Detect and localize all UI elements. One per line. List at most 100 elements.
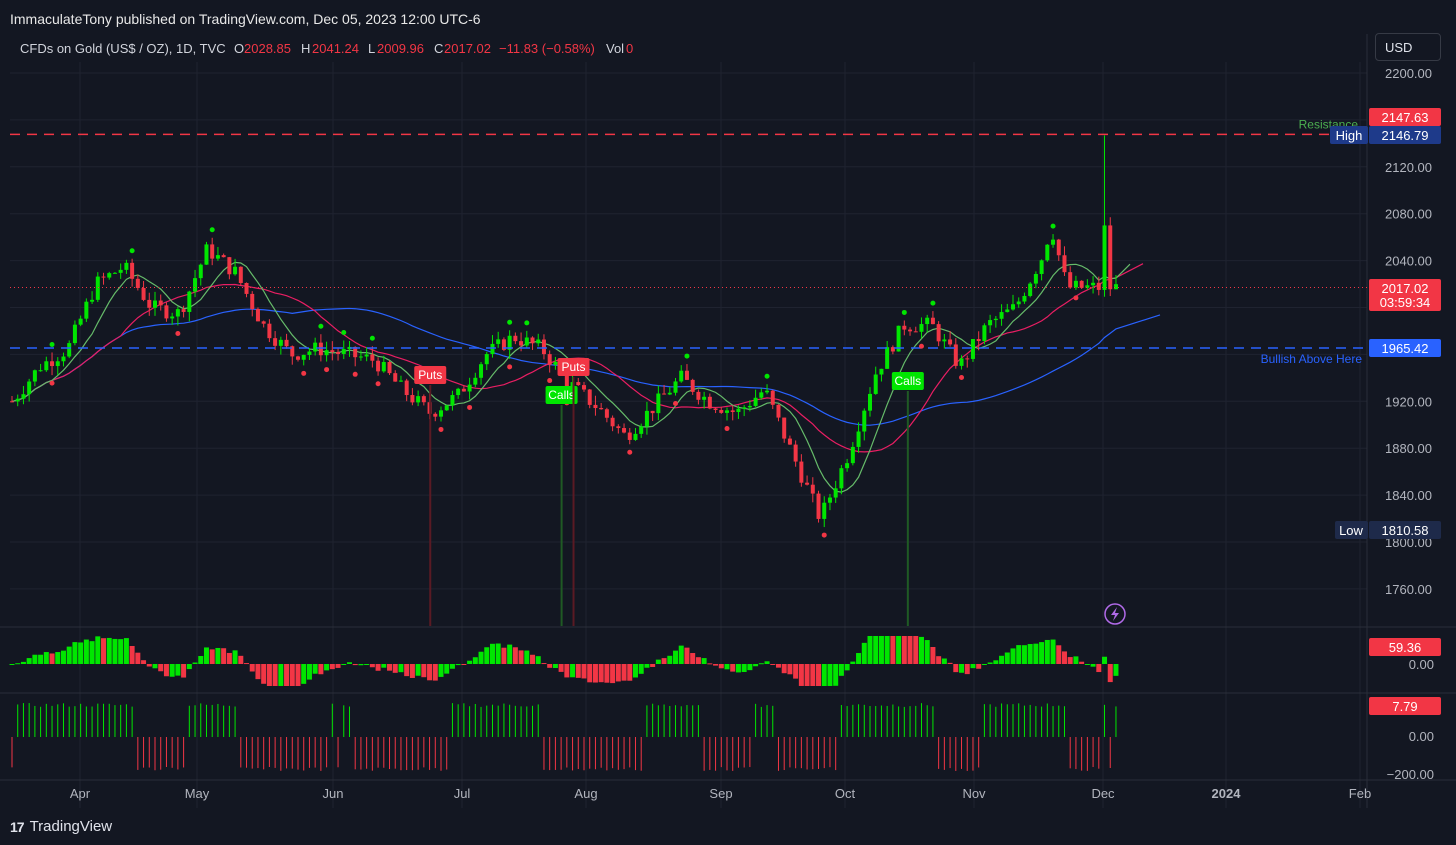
puts-signal [414,366,447,384]
legend-high-label: H [301,41,310,56]
osc1-bar [655,659,661,664]
candle-body [719,409,724,413]
osc1-bar [266,664,272,686]
osc1-bar [844,664,850,671]
osc1-bar [301,664,307,684]
osc1-bar [1033,643,1039,664]
candle-body [255,308,260,322]
last-price-bg [1369,279,1441,311]
price-tick: 1840.00 [1385,488,1432,503]
candle-body [370,354,375,361]
osc1-bar [38,654,44,664]
tradingview-logo-icon: 17 [10,818,25,835]
candle-body [730,410,735,413]
candle-body [633,433,638,440]
osc1-bar [341,664,347,665]
price-tick: 2040.00 [1385,254,1432,269]
candle-body [1051,239,1056,245]
osc1-bar [718,664,724,669]
pivot-high-dot [1050,223,1056,229]
currency-button[interactable]: USD [1375,33,1441,61]
pivot-low-dot [352,371,358,377]
osc1-bar [575,664,581,678]
resistance-price-label-bg [1369,108,1441,126]
osc1-bar [947,662,953,664]
osc1-bar [203,647,209,664]
last-price-label: 2017.02 [1382,281,1429,296]
candle-body [673,381,678,393]
osc1-bar [1044,639,1050,664]
osc1-bar [444,664,450,674]
osc1-bar [261,664,267,684]
osc1-bar [135,652,141,664]
candle-body [198,264,203,279]
candle-body [61,356,66,362]
osc1-bar [833,664,839,686]
price-tick: 1880.00 [1385,441,1432,456]
osc1-bar [123,638,129,664]
osc1-bar [541,663,547,665]
candle-body [95,276,100,300]
osc1-bar [20,661,26,664]
osc1-bar [707,663,713,665]
candle-body [747,405,752,408]
pivot-low-dot [175,330,181,336]
candle-body [707,396,712,409]
candle-body [713,408,718,410]
candle-body [679,370,684,382]
osc1-bar [1061,651,1067,664]
osc1-zero-tick: 0.00 [1409,657,1434,672]
osc1-bar [873,636,879,664]
tradingview-logo[interactable]: 17 TradingView [10,818,112,835]
candle-body [696,391,701,400]
osc1-bar [690,653,696,664]
osc1-bar [661,658,667,664]
pivot-high-dot [524,320,530,326]
candle-body [913,331,918,333]
osc1-bar [1016,645,1022,664]
candle-body [1113,284,1118,290]
candle-body [433,413,438,417]
osc1-bar [1004,652,1010,664]
pivot-high-dot [341,329,347,335]
time-tick: Jun [323,786,344,801]
legend-open: 2028.85 [244,41,291,56]
osc1-bar [101,638,107,664]
candle-body [479,364,484,378]
candle-body [393,373,398,382]
candle-body [244,282,249,294]
legend-high: 2041.24 [312,41,359,56]
osc1-bar [26,658,32,664]
signal-label: Calls [548,388,575,402]
osc1-bar [953,664,959,673]
legend-vol: 0 [626,41,633,56]
osc1-bar [392,664,398,673]
osc1-bar [861,642,867,664]
candle-body [364,354,369,357]
osc1-bar [987,662,993,664]
candle-body [15,398,20,402]
candle-body [330,350,335,353]
candle-body [301,354,306,360]
time-tick: Feb [1349,786,1371,801]
legend-symbol: CFDs on Gold (US$ / OZ), 1D, TVC [20,41,226,56]
candle-body [936,324,941,342]
candle-body [467,384,472,392]
candle-body [839,468,844,489]
osc1-bar [856,653,862,664]
osc1-bar [787,664,793,675]
candle-body [1079,280,1084,288]
osc1-bar [964,664,970,675]
candle-body [616,426,621,429]
candle-body [868,393,872,411]
candle-body [398,380,403,382]
candle-body [622,428,627,433]
osc1-bar [667,655,673,664]
osc1-bar [764,661,770,664]
osc1-bar [255,664,261,680]
candle-body [965,358,970,360]
lightning-icon[interactable] [1104,603,1126,625]
osc1-bar [999,655,1005,664]
